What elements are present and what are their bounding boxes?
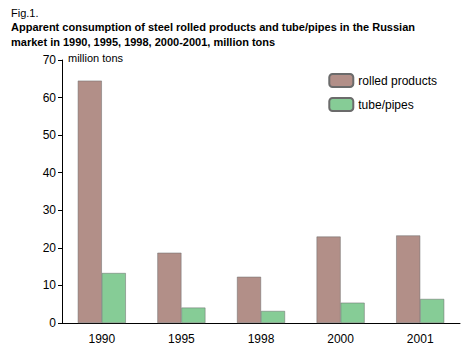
svg-text:20: 20 [43,241,57,255]
svg-text:0: 0 [49,316,56,330]
svg-text:40: 40 [43,166,57,180]
svg-text:2000: 2000 [327,332,354,346]
svg-text:10: 10 [43,278,57,292]
svg-text:1998: 1998 [248,332,275,346]
svg-text:million tons: million tons [68,52,124,64]
svg-text:market in 1990, 1995, 1998, 20: market in 1990, 1995, 1998, 2000-2001, m… [11,36,275,48]
svg-text:rolled products: rolled products [358,74,437,88]
svg-text:1995: 1995 [168,332,195,346]
svg-text:Fig.1.: Fig.1. [11,7,39,19]
svg-text:Apparent consumption of steel: Apparent consumption of steel rolled pro… [11,21,415,33]
svg-text:tube/pipes: tube/pipes [358,98,413,112]
svg-text:50: 50 [43,128,57,142]
svg-text:60: 60 [43,91,57,105]
svg-text:70: 70 [43,53,57,67]
svg-text:1990: 1990 [88,332,115,346]
svg-text:2001: 2001 [407,332,434,346]
svg-text:30: 30 [43,203,57,217]
